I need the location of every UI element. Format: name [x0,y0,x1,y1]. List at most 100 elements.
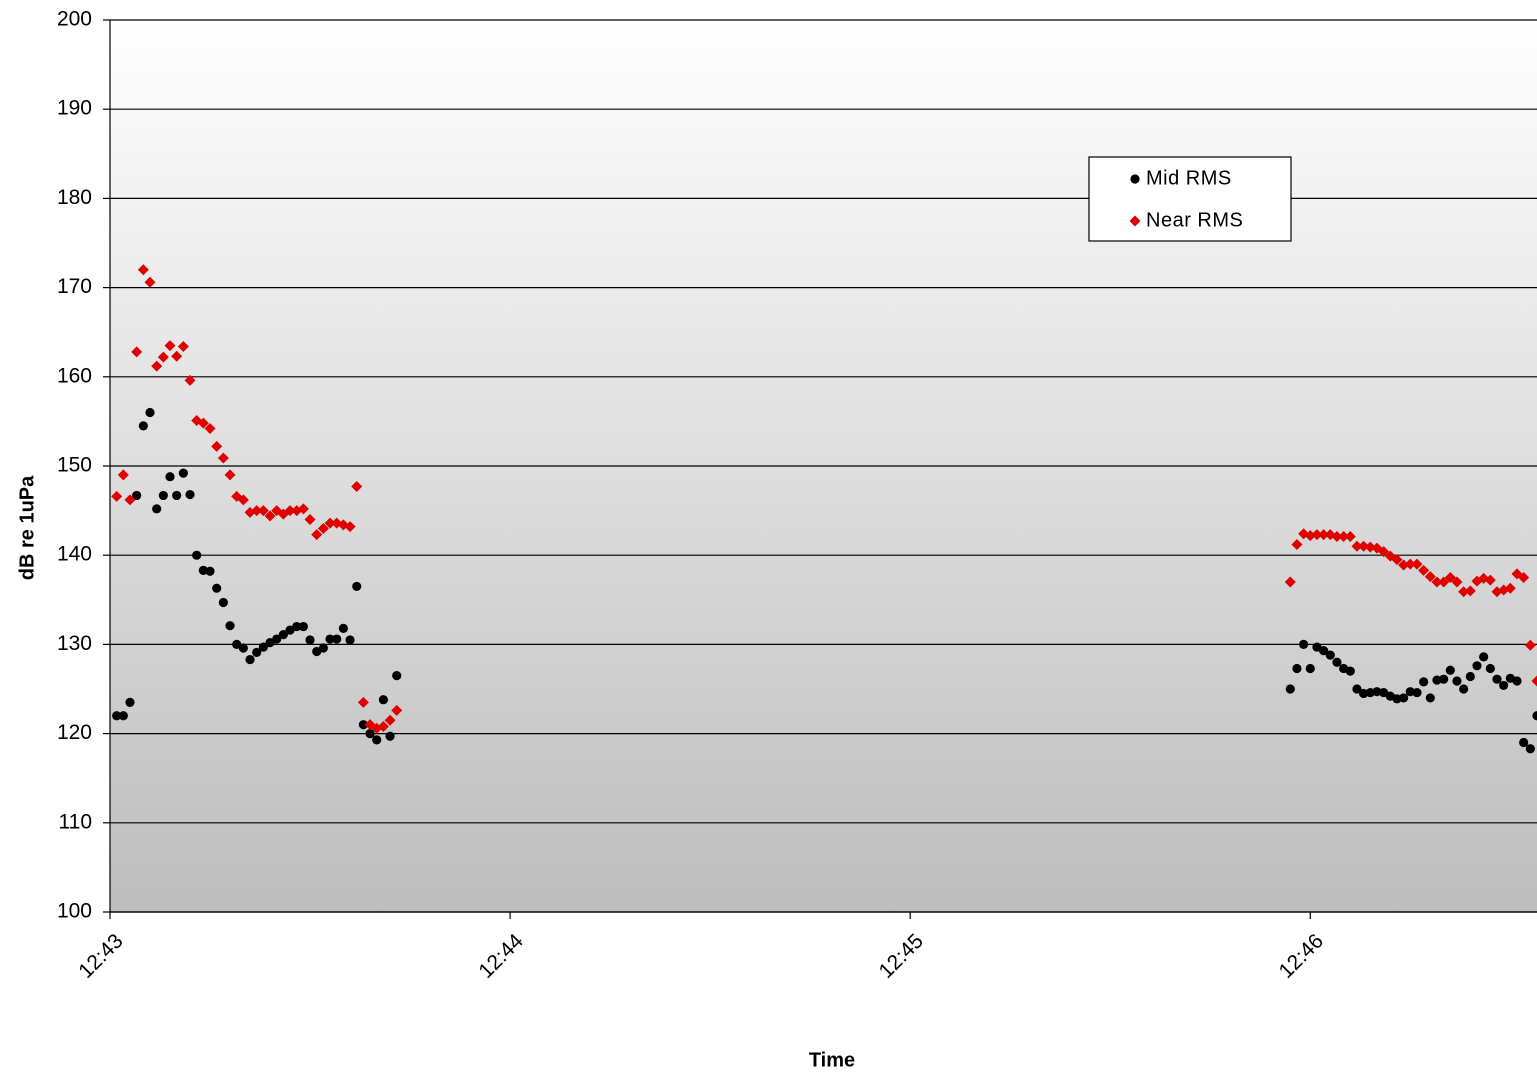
series [111,264,1537,734]
point [225,621,235,631]
point [1464,585,1476,597]
point [1519,737,1529,748]
point [218,597,228,608]
point [318,643,328,653]
point [1465,671,1475,682]
point [1504,582,1516,594]
point [1512,676,1522,686]
point [1425,693,1435,703]
point [284,505,296,517]
point [1472,661,1482,671]
point [1431,576,1443,588]
y-tick-label: 180 [57,186,92,209]
point [1445,665,1455,675]
point [164,340,176,352]
point [184,374,196,386]
legend-marker [1130,174,1140,184]
point [1524,639,1536,651]
point [1319,646,1329,656]
point [1492,674,1502,684]
point [197,417,209,429]
point [1525,744,1535,754]
point [391,704,403,716]
point [1412,687,1422,698]
point [1399,693,1409,703]
point [1364,541,1376,553]
y-axis-title: dB re 1uPa [16,475,38,580]
point [1318,529,1330,541]
point [1345,666,1355,676]
point [112,711,122,721]
point [298,621,308,632]
point [157,351,169,363]
point [1404,558,1416,570]
point [118,711,128,721]
point [277,508,289,520]
point [1419,677,1429,687]
point [304,514,316,526]
point [1284,576,1296,588]
point [125,697,135,707]
point [1325,650,1335,660]
point [292,621,302,632]
point [192,550,202,560]
point [171,350,183,362]
y-tick-label: 170 [57,275,92,298]
point [138,421,148,431]
point [1438,576,1450,588]
point [324,517,336,529]
point [345,635,355,645]
y-tick-label: 130 [57,632,92,655]
point [344,521,356,533]
x-tick-label: 12:45 [874,929,927,982]
legend-box [1088,156,1292,242]
point [1531,675,1537,687]
point [338,623,348,633]
point [1398,559,1410,571]
y-tick-label: 160 [57,364,92,387]
point [1484,574,1496,586]
legend-label: Near RMS [1146,209,1243,231]
point [172,490,182,501]
data-marks [111,264,1537,754]
point [132,490,142,501]
point [211,440,223,452]
point [251,505,263,517]
point [1352,684,1362,694]
point [117,469,129,481]
point [1418,564,1430,576]
y-tick-label: 110 [59,810,92,833]
point [1358,540,1370,552]
point [1391,554,1403,566]
point [1459,684,1469,694]
point [377,720,389,732]
point [1485,663,1495,674]
point [245,654,255,665]
point [372,735,382,745]
point [1411,558,1423,570]
point [1378,546,1390,558]
grid [110,19,1537,913]
point [1338,530,1350,542]
point [178,468,188,478]
point [124,494,136,506]
point [1351,540,1363,552]
point [1304,530,1316,542]
point [131,346,143,358]
point [384,714,396,726]
point [158,490,168,501]
point [1311,529,1323,541]
point [385,731,395,741]
point [177,340,189,352]
point [358,720,368,730]
y-tick-label: 200 [57,8,92,31]
point [205,566,215,576]
point [1458,586,1470,598]
point [1292,663,1302,674]
point [217,452,229,464]
point [1285,684,1295,694]
point [378,695,388,705]
point [252,647,262,658]
